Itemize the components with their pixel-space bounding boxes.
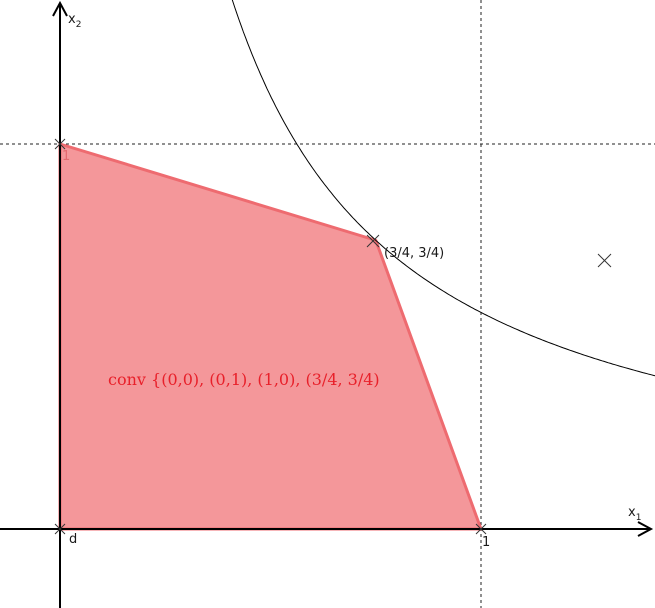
x2-axis-label: x2 — [68, 12, 81, 30]
x2-axis-arrowhead — [52, 0, 68, 17]
vertex-marker-3-4-3-4 — [366, 234, 380, 248]
vertex-marker-1-0 — [475, 523, 487, 535]
x1-tick-label-1: 1 — [482, 535, 490, 550]
convex-hull-label: conv {(0,0), (0,1), (1,0), (3/4, 3/4) — [108, 370, 380, 389]
x2-tick-label-1: 1 — [62, 149, 70, 164]
level-curve — [231, 0, 655, 377]
convex-hull-polygon — [58, 142, 483, 531]
origin-label: d — [69, 532, 77, 547]
x1-axis-label: x1 — [628, 505, 641, 523]
outside-point-x-mark — [597, 253, 612, 268]
vertex-marker-origin — [54, 523, 66, 535]
x1-axis-arrowhead — [637, 521, 654, 537]
vertex-marker-0-1 — [54, 138, 66, 150]
point-label-3-4: (3/4, 3/4) — [384, 246, 444, 261]
